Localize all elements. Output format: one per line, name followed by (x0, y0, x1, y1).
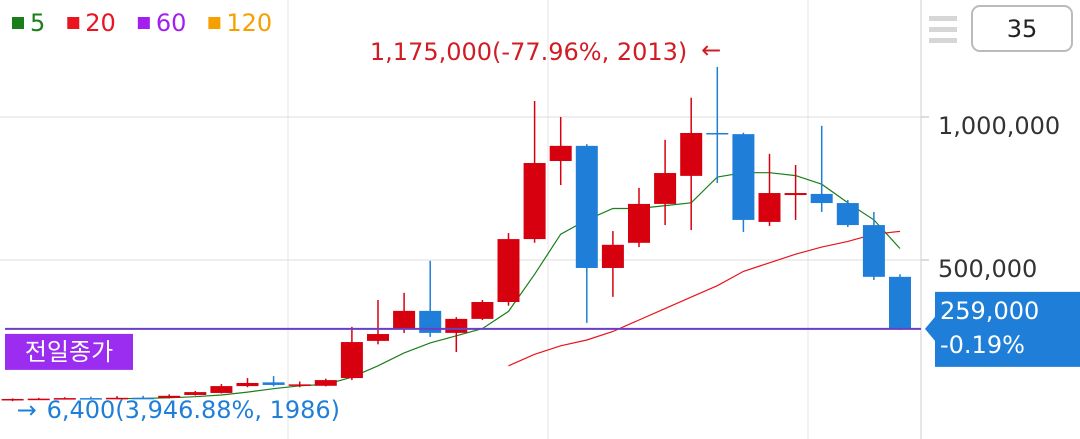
candle-body (53, 398, 76, 400)
legend-label: 20 (85, 9, 116, 37)
y-tick-label: 500,000 (938, 255, 1037, 283)
last-price-label: 259,000 (940, 297, 1039, 325)
candle-body (288, 384, 311, 386)
ma-line (508, 230, 901, 367)
candle-body (471, 302, 494, 319)
candle-body (419, 310, 442, 333)
candle-body (184, 392, 207, 395)
period-value: 35 (1007, 15, 1038, 43)
legend-swatch (137, 17, 150, 29)
menu-bar (929, 16, 957, 21)
high-arrow: ← (701, 36, 721, 64)
candle-body (836, 203, 859, 226)
candle-body (262, 382, 285, 385)
candle-body (367, 334, 389, 341)
legend-swatch (208, 17, 221, 29)
low-annotation: 6,400(3,946.88%, 1986) (47, 396, 340, 424)
legend-label: 60 (156, 9, 187, 37)
period-input[interactable] (971, 5, 1073, 52)
candle-body (810, 193, 833, 204)
candle-body (862, 225, 885, 277)
candle-body (236, 382, 259, 387)
candle-body (210, 386, 233, 393)
candle-body (889, 276, 911, 329)
prev-close-box (5, 333, 133, 370)
legend-label: 5 (30, 9, 45, 37)
candle-body (314, 380, 337, 386)
candle-body (497, 239, 520, 303)
candle-body (79, 398, 102, 400)
candle-body (732, 134, 755, 220)
last-price-box (925, 291, 1080, 367)
menu-bar (929, 38, 957, 43)
candle-body (106, 397, 128, 400)
candle-body (601, 244, 624, 268)
candle-body (393, 310, 416, 329)
candle-body (1, 398, 24, 401)
candle-body (628, 203, 650, 243)
candle-body (706, 132, 729, 135)
candle-body (523, 163, 546, 240)
menu-icon[interactable] (929, 16, 957, 43)
candle-body (158, 395, 181, 398)
legend-swatch (12, 17, 24, 29)
candle-body (680, 132, 703, 176)
low-arrow: → (17, 396, 37, 424)
high-annotation: 1,175,000(-77.96%, 2013) (370, 38, 687, 66)
candle-body (784, 193, 807, 196)
prev-close-label: 전일종가 (25, 338, 113, 366)
candle-body (445, 318, 468, 333)
legend-swatch (67, 17, 80, 29)
candle-body (654, 173, 677, 204)
y-tick-label: 1,000,000 (938, 112, 1060, 140)
legend-label: 120 (226, 9, 272, 37)
last-price-change: -0.19% (940, 331, 1025, 359)
candle-body (132, 397, 155, 400)
candle-body (549, 145, 572, 162)
candle-body (27, 398, 50, 401)
menu-bar (929, 27, 957, 32)
candle-body (575, 145, 598, 268)
candle-body (340, 342, 363, 379)
candle-body (758, 193, 781, 222)
